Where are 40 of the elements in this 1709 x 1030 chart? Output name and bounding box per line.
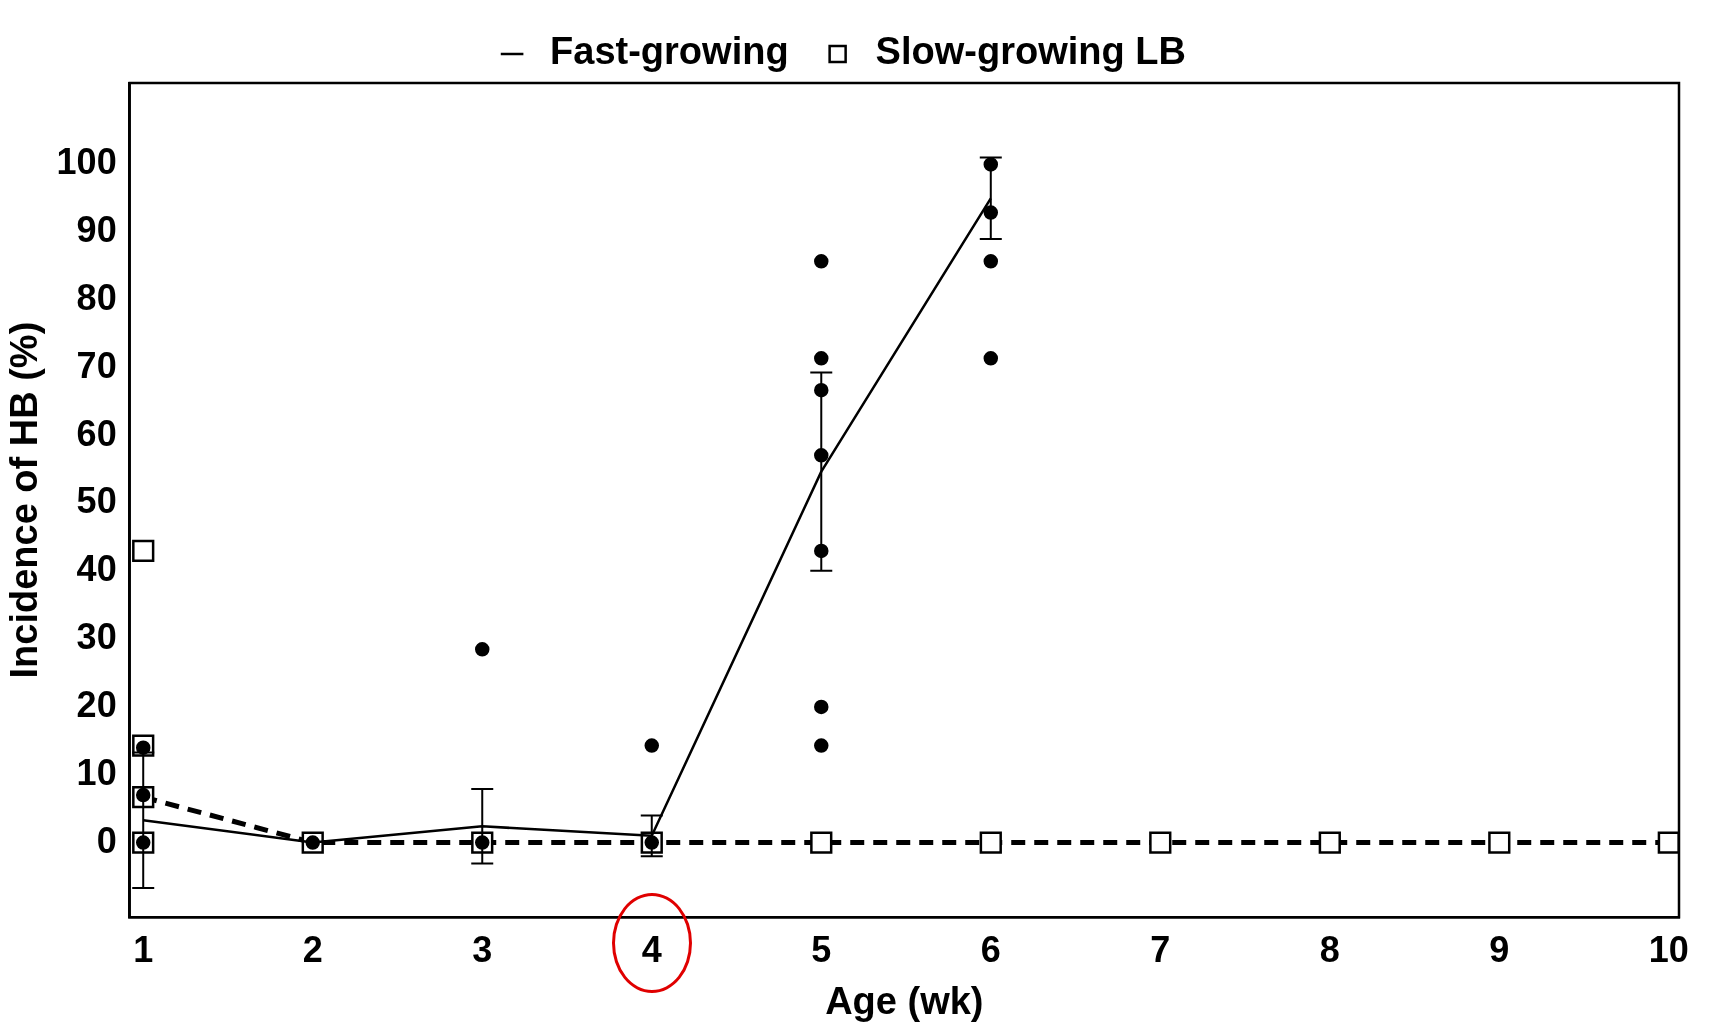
x-tick-label: 1 — [133, 928, 154, 970]
x-tick-label: 3 — [472, 928, 493, 970]
x-tick-label: 8 — [1319, 928, 1340, 970]
y-tick-label: 50 — [76, 480, 117, 522]
point — [644, 738, 660, 753]
y-tick-label: 70 — [76, 344, 117, 386]
point — [979, 831, 1002, 854]
point — [132, 539, 155, 563]
y-tick-label: 40 — [76, 548, 117, 590]
x-tick-label: 2 — [302, 928, 323, 970]
x-axis-title: Age (wk) — [825, 979, 984, 1022]
x-tick-label: 10 — [1648, 928, 1689, 970]
point — [475, 642, 490, 657]
point — [1318, 831, 1341, 854]
point — [814, 738, 829, 753]
point — [983, 254, 999, 269]
point — [814, 699, 829, 715]
x-tick-label: 7 — [1150, 928, 1171, 970]
y-tick-label: 20 — [76, 683, 117, 725]
point — [1488, 831, 1511, 854]
point — [1657, 831, 1679, 854]
y-tick-label: 30 — [76, 616, 117, 658]
x-tick-label: 5 — [811, 928, 832, 970]
x-tick-label: 6 — [980, 928, 1001, 970]
legend-label: Slow-growing LB — [875, 30, 1186, 73]
point — [810, 831, 833, 854]
y-tick-label: 90 — [76, 209, 117, 251]
point — [983, 351, 999, 366]
y-tick-label: 100 — [56, 141, 117, 183]
y-axis-title: Incidence of HB (%) — [3, 321, 46, 679]
point — [814, 351, 829, 366]
y-tick-label: 10 — [76, 751, 117, 793]
x-tick-label: 9 — [1489, 928, 1510, 970]
legend-label: Fast-growing — [550, 30, 789, 73]
point — [1149, 831, 1172, 854]
y-tick-label: 80 — [76, 276, 117, 318]
y-tick-label: 0 — [96, 819, 117, 861]
point — [814, 254, 829, 269]
y-tick-label: 60 — [76, 412, 117, 454]
x-tick-label: 4 — [641, 928, 662, 970]
